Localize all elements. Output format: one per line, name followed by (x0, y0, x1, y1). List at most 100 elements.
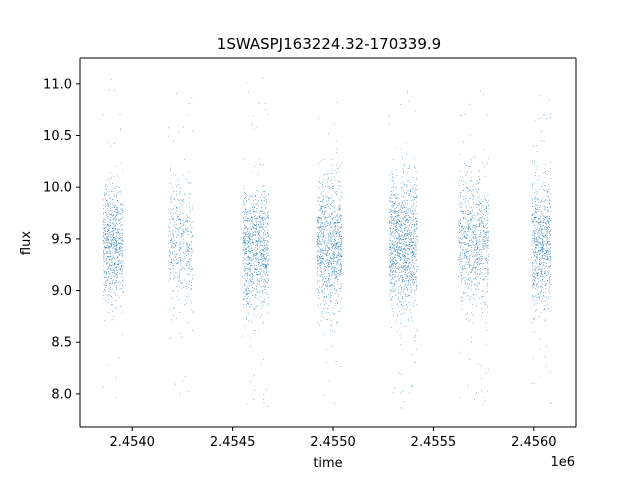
data-point (246, 293, 248, 295)
data-point (103, 269, 104, 271)
data-point (392, 272, 394, 274)
data-point (339, 274, 341, 275)
data-point (334, 223, 336, 224)
data-point (266, 267, 267, 268)
data-point (340, 272, 342, 274)
data-point (338, 241, 340, 243)
data-point (121, 209, 123, 211)
data-point (408, 269, 410, 271)
data-point (116, 214, 117, 216)
data-point (114, 258, 115, 259)
data-point (172, 218, 174, 219)
data-point (340, 263, 341, 265)
data-point (114, 224, 116, 226)
data-point (337, 251, 339, 253)
data-point (399, 239, 401, 240)
data-point (114, 195, 115, 197)
data-point (395, 211, 397, 213)
data-point (177, 214, 178, 216)
data-point (187, 246, 189, 248)
data-point (169, 170, 171, 172)
data-point (261, 253, 263, 255)
data-point (263, 223, 264, 225)
data-point (244, 227, 246, 229)
data-point (334, 176, 336, 178)
data-point (319, 196, 321, 198)
data-point (334, 249, 336, 251)
data-point (183, 231, 184, 233)
data-point (116, 280, 117, 281)
data-point (317, 117, 319, 119)
data-point (191, 254, 192, 256)
data-point (327, 222, 329, 224)
data-point (189, 209, 191, 211)
data-point (543, 296, 545, 298)
data-point (466, 187, 468, 189)
data-point (173, 307, 175, 309)
data-point (395, 226, 397, 228)
data-point (389, 248, 391, 250)
data-point (321, 206, 322, 207)
data-point (479, 209, 481, 211)
data-point (410, 256, 412, 257)
data-point (336, 257, 337, 258)
data-point (329, 187, 331, 188)
data-point (406, 219, 408, 221)
data-point (258, 256, 260, 258)
data-point (391, 217, 393, 218)
data-point (536, 207, 538, 209)
data-point (251, 242, 253, 244)
data-point (460, 296, 462, 298)
data-point (396, 257, 398, 259)
data-point (250, 216, 252, 218)
data-point (110, 203, 111, 205)
data-point (405, 234, 407, 236)
data-point (329, 276, 330, 277)
data-point (458, 197, 460, 199)
data-point (112, 235, 114, 236)
data-point (471, 269, 473, 270)
data-point (182, 222, 184, 224)
data-point (182, 235, 184, 236)
data-point (406, 221, 408, 223)
data-point (108, 234, 109, 235)
data-point (106, 263, 108, 265)
data-point (394, 251, 396, 252)
data-point (478, 226, 480, 227)
data-point (535, 201, 537, 202)
data-point (323, 234, 324, 236)
data-point (181, 204, 182, 206)
data-point (396, 237, 398, 239)
data-point (390, 244, 392, 246)
data-point (398, 230, 399, 231)
data-point (106, 261, 108, 263)
data-point (248, 251, 250, 253)
data-point (254, 257, 256, 259)
data-point (466, 256, 468, 257)
data-point (261, 254, 263, 256)
data-point (178, 219, 180, 221)
data-point (103, 217, 105, 219)
data-point (408, 257, 410, 259)
data-point (261, 207, 263, 208)
data-point (191, 287, 192, 289)
data-point (261, 271, 262, 273)
data-point (177, 180, 179, 182)
data-point (190, 230, 191, 232)
data-point (321, 251, 322, 253)
data-point (181, 282, 183, 283)
data-point (487, 231, 489, 232)
data-point (318, 260, 319, 262)
data-point (481, 390, 482, 391)
data-point (328, 239, 330, 240)
data-point (541, 263, 543, 264)
data-point (410, 239, 412, 241)
data-point (478, 223, 480, 225)
data-point (403, 248, 404, 250)
data-point (405, 142, 407, 144)
data-point (252, 281, 254, 282)
data-point (479, 211, 481, 213)
data-point (327, 247, 329, 248)
data-point (329, 197, 331, 199)
data-point (334, 251, 335, 253)
